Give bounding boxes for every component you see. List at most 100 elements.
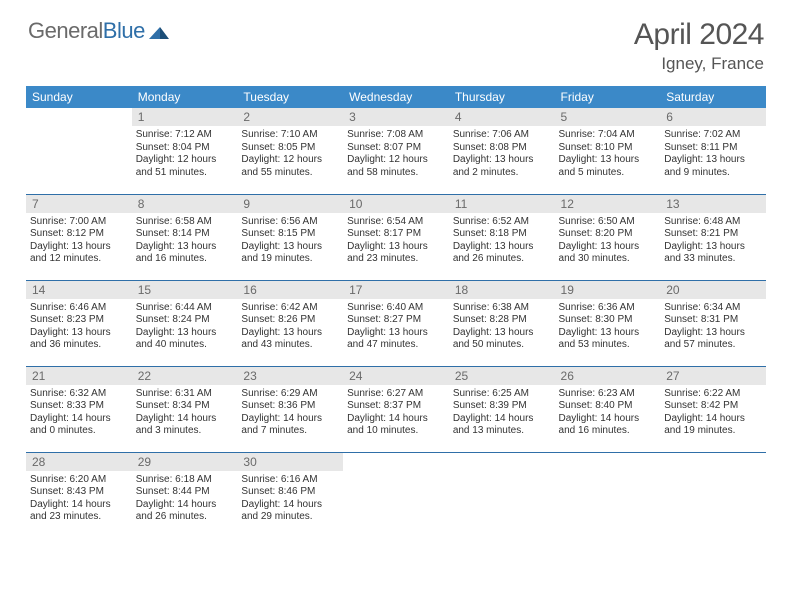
sunset-line: Sunset: 8:15 PM [241, 228, 339, 241]
day-details: Sunrise: 7:02 AMSunset: 8:11 PMDaylight:… [660, 126, 766, 181]
weekday-row: SundayMondayTuesdayWednesdayThursdayFrid… [26, 86, 766, 108]
weekday-header: Sunday [26, 86, 132, 108]
sunset-line: Sunset: 8:44 PM [136, 486, 234, 499]
sunset-line: Sunset: 8:10 PM [559, 142, 657, 155]
calendar-empty: .. [555, 452, 661, 538]
calendar-empty: .. [26, 108, 132, 194]
day-number: 28 [26, 453, 132, 471]
day-details: Sunrise: 6:31 AMSunset: 8:34 PMDaylight:… [132, 385, 238, 440]
day-number: 2 [237, 108, 343, 126]
sunrise-line: Sunrise: 7:06 AM [453, 129, 551, 142]
daylight-line: Daylight: 12 hours and 58 minutes. [347, 154, 445, 179]
day-number: 21 [26, 367, 132, 385]
day-number: 25 [449, 367, 555, 385]
sunrise-line: Sunrise: 7:08 AM [347, 129, 445, 142]
calendar-day: 29Sunrise: 6:18 AMSunset: 8:44 PMDayligh… [132, 452, 238, 538]
day-details: Sunrise: 6:36 AMSunset: 8:30 PMDaylight:… [555, 299, 661, 354]
sunset-line: Sunset: 8:30 PM [559, 314, 657, 327]
sunset-line: Sunset: 8:36 PM [241, 400, 339, 413]
sunset-line: Sunset: 8:37 PM [347, 400, 445, 413]
calendar-day: 24Sunrise: 6:27 AMSunset: 8:37 PMDayligh… [343, 366, 449, 452]
sunset-line: Sunset: 8:20 PM [559, 228, 657, 241]
weekday-header: Tuesday [237, 86, 343, 108]
day-number: 12 [555, 195, 661, 213]
daylight-line: Daylight: 14 hours and 3 minutes. [136, 413, 234, 438]
sunset-line: Sunset: 8:43 PM [30, 486, 128, 499]
calendar-day: 16Sunrise: 6:42 AMSunset: 8:26 PMDayligh… [237, 280, 343, 366]
calendar-day: 12Sunrise: 6:50 AMSunset: 8:20 PMDayligh… [555, 194, 661, 280]
sunrise-line: Sunrise: 6:36 AM [559, 302, 657, 315]
daylight-line: Daylight: 14 hours and 29 minutes. [241, 499, 339, 524]
sunset-line: Sunset: 8:17 PM [347, 228, 445, 241]
sunrise-line: Sunrise: 6:54 AM [347, 216, 445, 229]
sunrise-line: Sunrise: 7:04 AM [559, 129, 657, 142]
calendar-day: 18Sunrise: 6:38 AMSunset: 8:28 PMDayligh… [449, 280, 555, 366]
calendar-day: 6Sunrise: 7:02 AMSunset: 8:11 PMDaylight… [660, 108, 766, 194]
sunrise-line: Sunrise: 7:02 AM [664, 129, 762, 142]
sunrise-line: Sunrise: 6:31 AM [136, 388, 234, 401]
calendar-day: 15Sunrise: 6:44 AMSunset: 8:24 PMDayligh… [132, 280, 238, 366]
day-number: 24 [343, 367, 449, 385]
day-number: 5 [555, 108, 661, 126]
daylight-line: Daylight: 13 hours and 57 minutes. [664, 327, 762, 352]
calendar-head: SundayMondayTuesdayWednesdayThursdayFrid… [26, 86, 766, 108]
daylight-line: Daylight: 13 hours and 50 minutes. [453, 327, 551, 352]
sunset-line: Sunset: 8:34 PM [136, 400, 234, 413]
calendar-day: 7Sunrise: 7:00 AMSunset: 8:12 PMDaylight… [26, 194, 132, 280]
sunset-line: Sunset: 8:24 PM [136, 314, 234, 327]
sunrise-line: Sunrise: 7:00 AM [30, 216, 128, 229]
day-details: Sunrise: 6:56 AMSunset: 8:15 PMDaylight:… [237, 213, 343, 268]
calendar-row: 7Sunrise: 7:00 AMSunset: 8:12 PMDaylight… [26, 194, 766, 280]
weekday-header: Saturday [660, 86, 766, 108]
day-details: Sunrise: 7:06 AMSunset: 8:08 PMDaylight:… [449, 126, 555, 181]
calendar-row: 14Sunrise: 6:46 AMSunset: 8:23 PMDayligh… [26, 280, 766, 366]
brand-triangle-icon [149, 25, 169, 39]
day-number: 17 [343, 281, 449, 299]
brand-logo: GeneralBlue [28, 18, 169, 44]
sunset-line: Sunset: 8:40 PM [559, 400, 657, 413]
weekday-header: Wednesday [343, 86, 449, 108]
sunset-line: Sunset: 8:28 PM [453, 314, 551, 327]
daylight-line: Daylight: 14 hours and 0 minutes. [30, 413, 128, 438]
calendar-day: 25Sunrise: 6:25 AMSunset: 8:39 PMDayligh… [449, 366, 555, 452]
calendar-body: ..1Sunrise: 7:12 AMSunset: 8:04 PMDaylig… [26, 108, 766, 538]
calendar-day: 21Sunrise: 6:32 AMSunset: 8:33 PMDayligh… [26, 366, 132, 452]
daylight-line: Daylight: 12 hours and 51 minutes. [136, 154, 234, 179]
sunset-line: Sunset: 8:18 PM [453, 228, 551, 241]
daylight-line: Daylight: 14 hours and 16 minutes. [559, 413, 657, 438]
brand-text: GeneralBlue [28, 18, 145, 44]
calendar-empty: .. [449, 452, 555, 538]
sunrise-line: Sunrise: 6:48 AM [664, 216, 762, 229]
sunset-line: Sunset: 8:39 PM [453, 400, 551, 413]
title-block: April 2024 Igney, France [634, 18, 764, 74]
sunrise-line: Sunrise: 6:58 AM [136, 216, 234, 229]
calendar-day: 4Sunrise: 7:06 AMSunset: 8:08 PMDaylight… [449, 108, 555, 194]
calendar-day: 30Sunrise: 6:16 AMSunset: 8:46 PMDayligh… [237, 452, 343, 538]
calendar-day: 26Sunrise: 6:23 AMSunset: 8:40 PMDayligh… [555, 366, 661, 452]
calendar-empty: .. [660, 452, 766, 538]
day-number: 23 [237, 367, 343, 385]
sunset-line: Sunset: 8:07 PM [347, 142, 445, 155]
day-details: Sunrise: 6:38 AMSunset: 8:28 PMDaylight:… [449, 299, 555, 354]
day-number: 22 [132, 367, 238, 385]
daylight-line: Daylight: 13 hours and 12 minutes. [30, 241, 128, 266]
calendar-day: 22Sunrise: 6:31 AMSunset: 8:34 PMDayligh… [132, 366, 238, 452]
daylight-line: Daylight: 14 hours and 7 minutes. [241, 413, 339, 438]
sunrise-line: Sunrise: 6:52 AM [453, 216, 551, 229]
day-number: 13 [660, 195, 766, 213]
day-details: Sunrise: 6:58 AMSunset: 8:14 PMDaylight:… [132, 213, 238, 268]
day-number: 8 [132, 195, 238, 213]
calendar-row: ..1Sunrise: 7:12 AMSunset: 8:04 PMDaylig… [26, 108, 766, 194]
day-number: 18 [449, 281, 555, 299]
sunset-line: Sunset: 8:11 PM [664, 142, 762, 155]
calendar-day: 13Sunrise: 6:48 AMSunset: 8:21 PMDayligh… [660, 194, 766, 280]
header: GeneralBlue April 2024 Igney, France [0, 0, 792, 78]
day-number: 19 [555, 281, 661, 299]
sunset-line: Sunset: 8:31 PM [664, 314, 762, 327]
calendar-row: 21Sunrise: 6:32 AMSunset: 8:33 PMDayligh… [26, 366, 766, 452]
calendar-day: 2Sunrise: 7:10 AMSunset: 8:05 PMDaylight… [237, 108, 343, 194]
sunrise-line: Sunrise: 6:44 AM [136, 302, 234, 315]
day-details: Sunrise: 6:50 AMSunset: 8:20 PMDaylight:… [555, 213, 661, 268]
daylight-line: Daylight: 14 hours and 10 minutes. [347, 413, 445, 438]
sunrise-line: Sunrise: 6:50 AM [559, 216, 657, 229]
